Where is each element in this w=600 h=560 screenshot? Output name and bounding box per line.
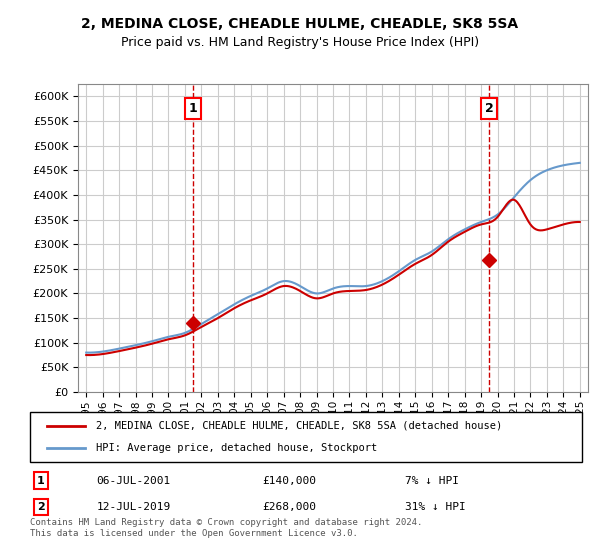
Text: 7% ↓ HPI: 7% ↓ HPI <box>406 476 460 486</box>
Text: Price paid vs. HM Land Registry's House Price Index (HPI): Price paid vs. HM Land Registry's House … <box>121 36 479 49</box>
FancyBboxPatch shape <box>30 412 582 462</box>
Text: 2: 2 <box>485 102 494 115</box>
Text: 2, MEDINA CLOSE, CHEADLE HULME, CHEADLE, SK8 5SA: 2, MEDINA CLOSE, CHEADLE HULME, CHEADLE,… <box>82 17 518 31</box>
Text: 31% ↓ HPI: 31% ↓ HPI <box>406 502 466 512</box>
Text: £140,000: £140,000 <box>262 476 316 486</box>
Text: HPI: Average price, detached house, Stockport: HPI: Average price, detached house, Stoc… <box>96 443 377 453</box>
Text: 2: 2 <box>37 502 45 512</box>
Text: 1: 1 <box>37 476 45 486</box>
Text: Contains HM Land Registry data © Crown copyright and database right 2024.
This d: Contains HM Land Registry data © Crown c… <box>30 518 422 538</box>
Text: 2, MEDINA CLOSE, CHEADLE HULME, CHEADLE, SK8 5SA (detached house): 2, MEDINA CLOSE, CHEADLE HULME, CHEADLE,… <box>96 421 502 431</box>
Text: 12-JUL-2019: 12-JUL-2019 <box>96 502 170 512</box>
Text: 1: 1 <box>189 102 197 115</box>
Text: £268,000: £268,000 <box>262 502 316 512</box>
Text: 06-JUL-2001: 06-JUL-2001 <box>96 476 170 486</box>
